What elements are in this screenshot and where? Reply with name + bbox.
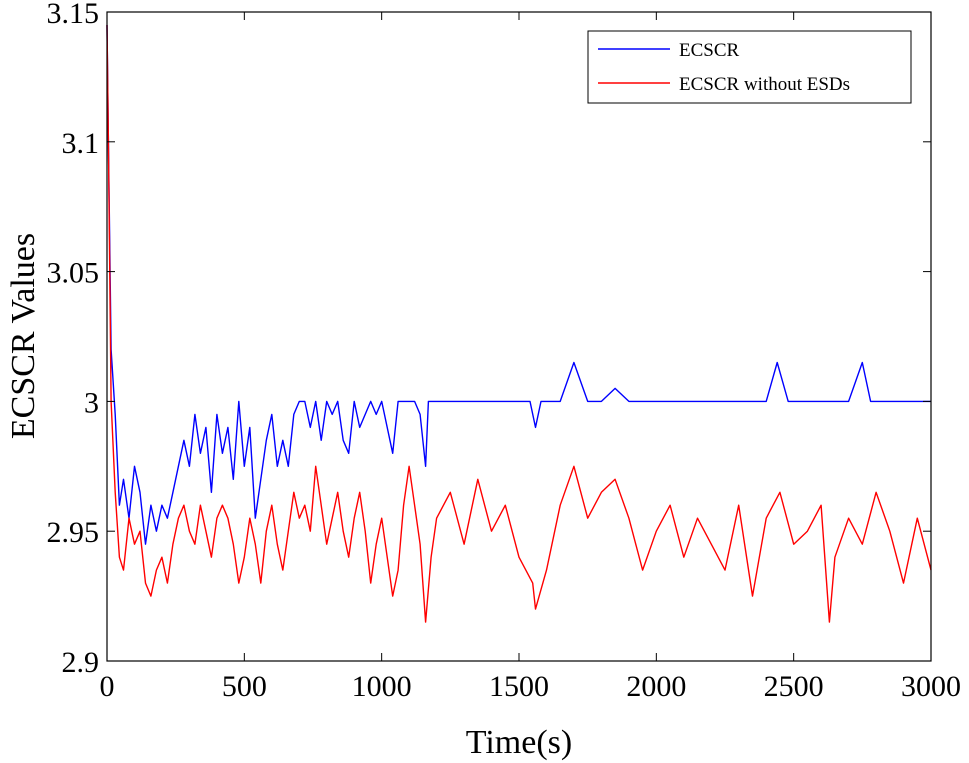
x-tick-label: 500 <box>222 670 267 703</box>
legend-label-ecscr-without-esds: ECSCR without ESDs <box>679 74 850 95</box>
series-layer <box>106 24 932 623</box>
x-axis-title: Time(s) <box>466 724 572 761</box>
x-tick-label: 2500 <box>764 670 824 703</box>
y-tick-label: 3.15 <box>47 0 100 30</box>
x-tick-label: 2000 <box>626 670 686 703</box>
y-tick-label: 3 <box>84 386 99 419</box>
tick-layer <box>106 11 932 662</box>
series-line-ecscr-without-esds <box>106 24 932 623</box>
y-tick-label: 2.9 <box>62 646 100 679</box>
legend: ECSCR ECSCR without ESDs <box>587 30 912 104</box>
legend-box <box>587 30 912 104</box>
y-axis-title: ECSCR Values <box>5 233 42 439</box>
y-tick-label: 2.95 <box>47 516 100 549</box>
legend-label-ecscr: ECSCR <box>679 40 740 61</box>
x-tick-label: 1000 <box>352 670 412 703</box>
tick-label-layer: 0 500 1000 1500 2000 2500 3000 2.9 2.95 3 3.05 3.1 3… <box>47 0 962 703</box>
series-line-ecscr <box>106 24 931 545</box>
y-tick-label: 3.1 <box>62 127 100 160</box>
x-tick-label: 0 <box>100 670 115 703</box>
y-tick-label: 3.05 <box>47 257 100 290</box>
x-tick-label: 1500 <box>489 670 549 703</box>
x-tick-label: 3000 <box>901 670 961 703</box>
